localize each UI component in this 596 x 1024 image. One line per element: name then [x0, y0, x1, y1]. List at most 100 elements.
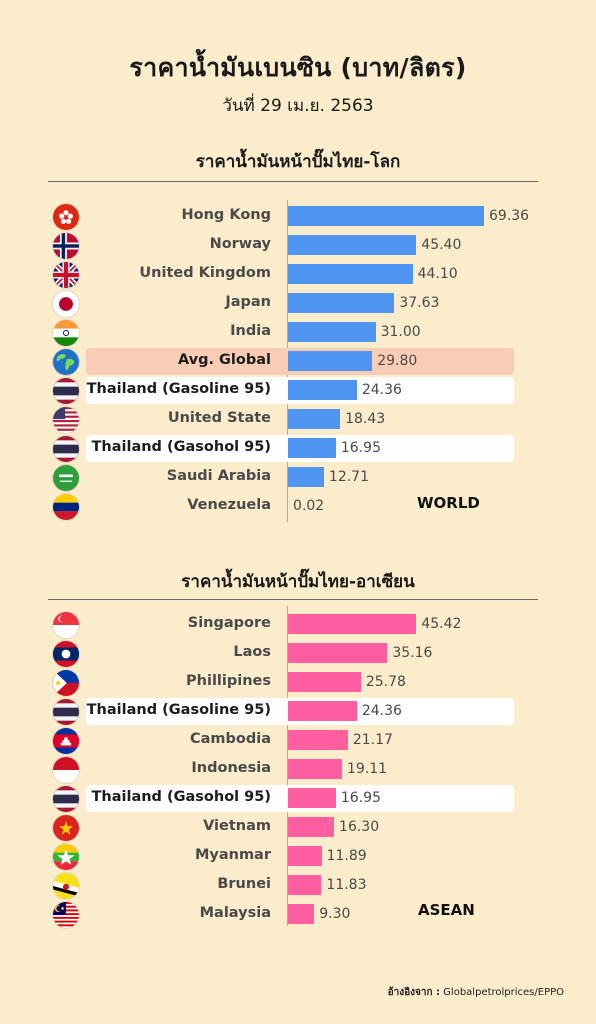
world-row: Thailand (Gasohol 95) 16.95 [0, 434, 596, 463]
asean-section-title: ราคาน้ำมันหน้าปั๊มไทย-อาเซียน [181, 572, 415, 592]
bar [288, 380, 357, 400]
vietnam-flag-icon [52, 814, 80, 842]
bar [288, 701, 357, 721]
world-row: Hong Kong 69.36 [0, 202, 596, 231]
thailand-flag-icon [52, 377, 80, 405]
norway-flag-icon [52, 232, 80, 260]
asean-row: Indonesia 19.11 [0, 755, 596, 784]
asean-row: Thailand (Gasohol 95) 16.95 [0, 784, 596, 813]
world-row: Japan 37.63 [0, 289, 596, 318]
world-row: Avg. Global 29.80 [0, 347, 596, 376]
bar-value-label: 44.10 [417, 266, 458, 282]
bar-value-label: 19.11 [347, 761, 388, 777]
malaysia-flag-icon [52, 901, 80, 929]
world-row: Thailand (Gasoline 95) 24.36 [0, 376, 596, 405]
bar-value-label: 18.43 [345, 411, 386, 427]
world-row: Saudi Arabia 12.71 [0, 463, 596, 492]
bar-value-label: 11.83 [326, 877, 367, 893]
page-title: ราคาน้ำมันเบนซิน (บาท/ลิตร) [129, 53, 467, 82]
world-row: India 31.00 [0, 318, 596, 347]
cambodia-flag-icon [52, 727, 80, 755]
india-flag-icon [52, 319, 80, 347]
bar [288, 264, 413, 284]
globe-icon [52, 348, 80, 376]
venezuela-flag-icon [52, 493, 80, 521]
bar [288, 904, 315, 924]
bar [288, 351, 373, 371]
united-kingdom-flag-icon [52, 261, 80, 289]
asean-row: Phillipines 25.78 [0, 668, 596, 697]
bar [288, 409, 341, 429]
bar-value-label: 45.40 [421, 237, 462, 253]
world-row: United State 18.43 [0, 405, 596, 434]
bar-value-label: 24.36 [361, 382, 402, 398]
bar-value-label: 9.30 [319, 906, 351, 922]
bar-value-label: 21.17 [352, 732, 393, 748]
bar-category-label: Indonesia [191, 760, 271, 776]
bar-category-label: Cambodia [189, 731, 271, 747]
bar [288, 730, 348, 750]
bar-value-label: 31.00 [380, 324, 421, 340]
bar-category-label: Thailand (Gasohol 95) [91, 789, 272, 805]
bar-category-label: Singapore [187, 615, 271, 631]
world-row: Venezuela 0.02 [0, 492, 596, 521]
bar-value-label: 16.30 [339, 819, 380, 835]
bar [288, 467, 324, 487]
asean-tag: ASEAN [418, 901, 475, 919]
myanmar-flag-icon [52, 843, 80, 871]
bar-category-label: Vietnam [203, 818, 271, 834]
united-states-flag-icon [52, 406, 80, 434]
bar-category-label: Brunei [217, 876, 271, 892]
saudi-arabia-flag-icon [52, 464, 80, 492]
bar-value-label: 35.16 [392, 645, 433, 661]
bar-category-label: Japan [225, 294, 271, 310]
bar [288, 788, 336, 808]
philippines-flag-icon [52, 669, 80, 697]
bar [288, 875, 322, 895]
world-row: United Kingdom 44.10 [0, 260, 596, 289]
world-row: Norway 45.40 [0, 231, 596, 260]
thailand-flag-icon [52, 785, 80, 813]
source-label: อ้างอิงจาก : [387, 987, 440, 998]
bar-category-label: Venezuela [187, 497, 271, 513]
bar-value-label: 0.02 [293, 498, 325, 514]
hong-kong-flag-icon [52, 203, 80, 231]
source-text: Globalpetrolprices/EPPO [443, 987, 564, 998]
page-subtitle: วันที่ 29 เม.ย. 2563 [222, 96, 374, 116]
bar-category-label: United Kingdom [139, 265, 271, 281]
asean-row: Laos 35.16 [0, 639, 596, 668]
bar-category-label: Norway [209, 236, 271, 252]
asean-row: Singapore 45.42 [0, 610, 596, 639]
world-tag: WORLD [417, 494, 480, 512]
bar-value-label: 45.42 [421, 616, 462, 632]
laos-flag-icon [52, 640, 80, 668]
bar [288, 206, 484, 226]
asean-row: Myanmar 11.89 [0, 842, 596, 871]
bar [288, 643, 388, 663]
bar-category-label: Thailand (Gasohol 95) [91, 439, 272, 455]
world-section-title: ราคาน้ำมันหน้าปั๊มไทย-โลก [195, 152, 401, 172]
bar [288, 817, 335, 837]
bar-category-label: Myanmar [194, 847, 271, 863]
bar-category-label: Thailand (Gasoline 95) [86, 381, 271, 397]
bar-value-label: 25.78 [365, 674, 406, 690]
bar-value-label: 69.36 [489, 208, 530, 224]
bar [288, 672, 361, 692]
source-note: อ้างอิงจาก : Globalpetrolprices/EPPO [388, 985, 564, 1000]
thailand-flag-icon [52, 435, 80, 463]
japan-flag-icon [52, 290, 80, 318]
bar [288, 846, 322, 866]
bar-category-label: Thailand (Gasoline 95) [86, 702, 271, 718]
asean-row: Thailand (Gasoline 95) 24.36 [0, 697, 596, 726]
bar [288, 235, 417, 255]
bar-category-label: Malaysia [199, 905, 271, 921]
asean-row: Malaysia 9.30 [0, 900, 596, 929]
asean-divider [48, 599, 538, 600]
world-divider [48, 181, 538, 182]
bar-category-label: Phillipines [186, 673, 271, 689]
bar-value-label: 29.80 [377, 353, 418, 369]
asean-row: Cambodia 21.17 [0, 726, 596, 755]
bar-value-label: 37.63 [399, 295, 440, 311]
bar-value-label: 16.95 [340, 440, 381, 456]
bar [288, 759, 342, 779]
